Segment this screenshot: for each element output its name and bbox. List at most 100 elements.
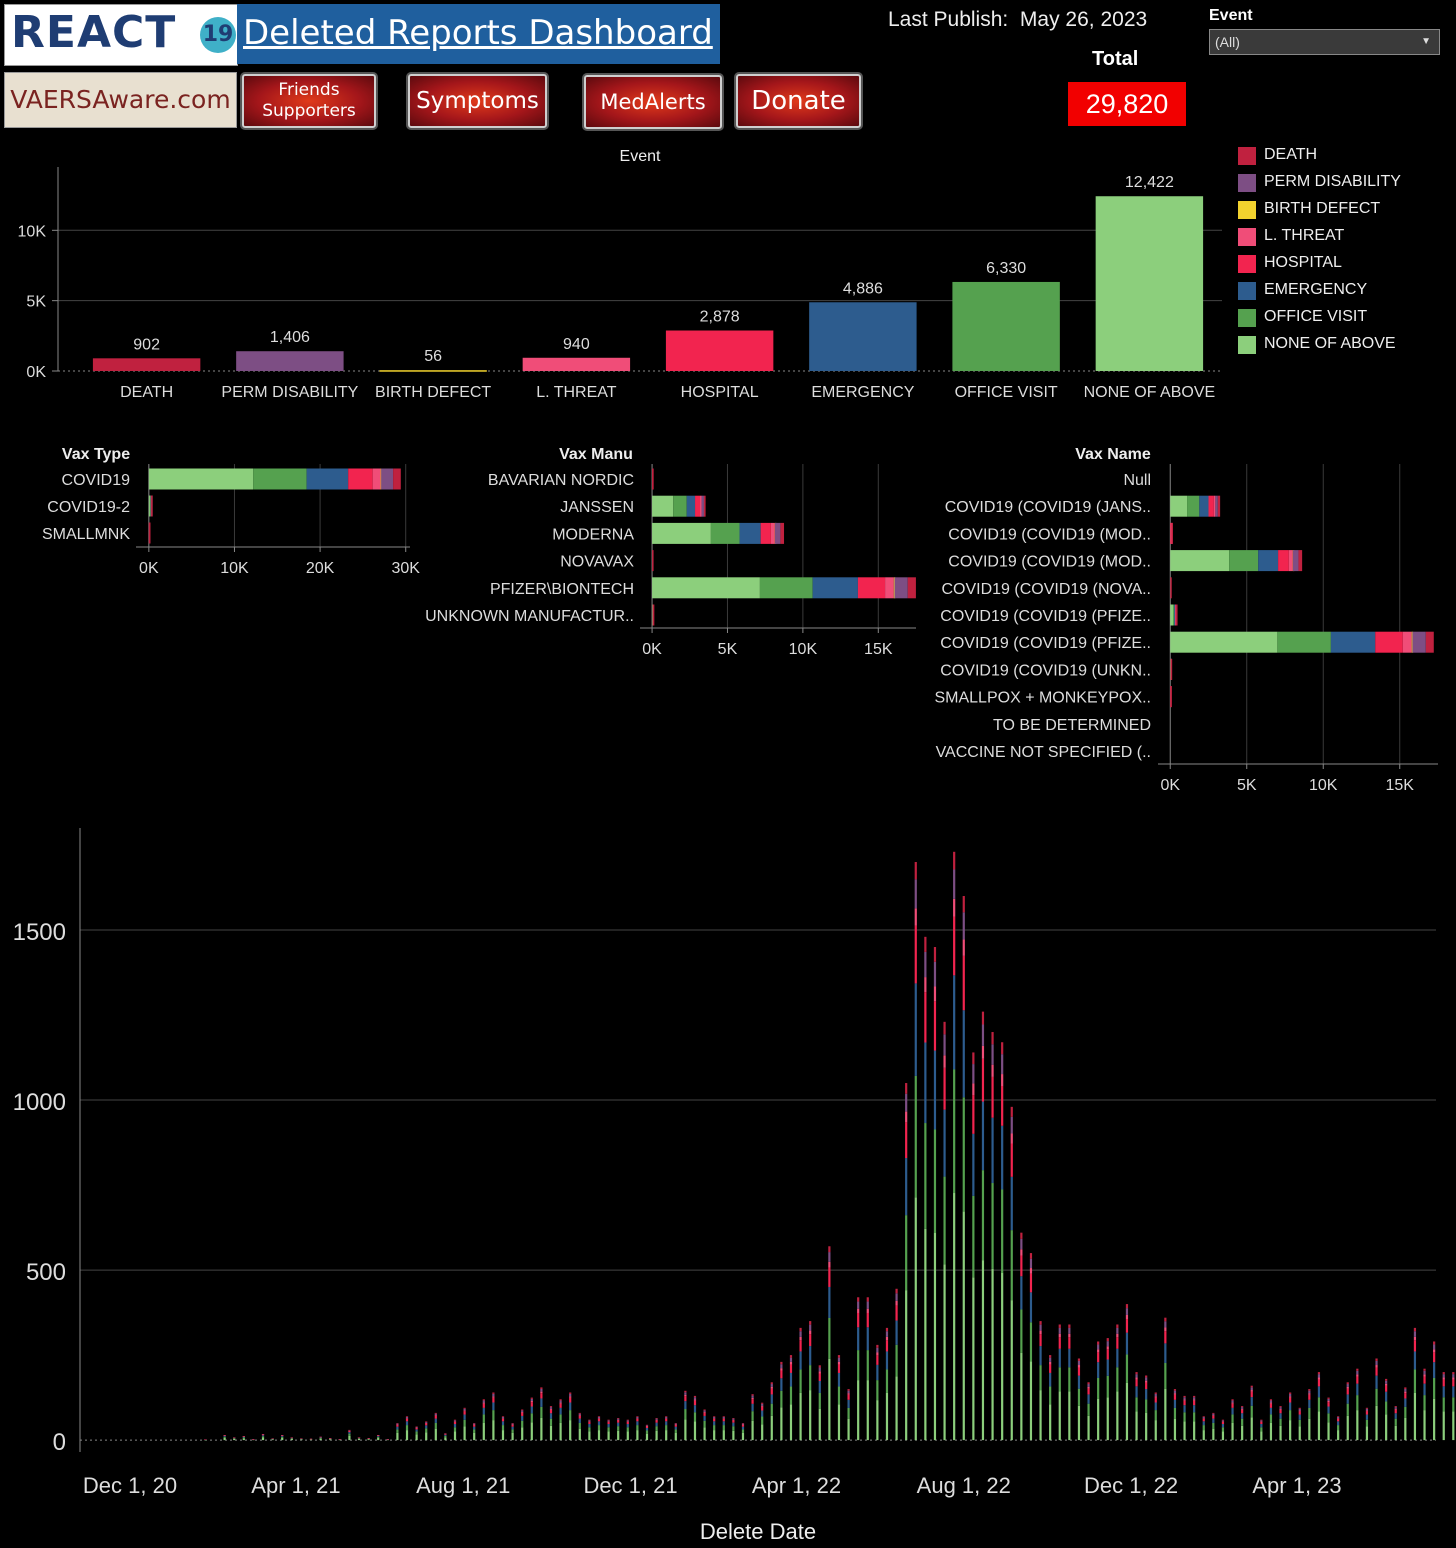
timeline-bar-segment: [770, 1382, 773, 1385]
event-bar-death: [92, 358, 201, 371]
timeline-bar-segment: [367, 1438, 370, 1440]
timeline-bar-segment: [1356, 1383, 1359, 1396]
y-tick-label: 1000: [13, 1089, 66, 1116]
timeline-bar-segment: [1029, 1292, 1033, 1323]
symptoms-button[interactable]: Symptoms: [408, 74, 547, 128]
timeline-bar-segment: [607, 1421, 610, 1424]
timeline-bar-segment: [549, 1407, 553, 1409]
bar-segment-death: [652, 550, 654, 572]
row-label: COVID19 (COVID19 (UNKN..: [940, 662, 1151, 679]
timeline-bar-segment: [1308, 1418, 1311, 1441]
timeline-bar-segment: [1145, 1389, 1148, 1400]
event-filter-select[interactable]: (All) ▼: [1209, 29, 1440, 55]
x-tick-label: EMERGENCY: [811, 384, 914, 401]
y-tick-label: 0: [53, 1429, 66, 1456]
timeline-bar-segment: [828, 1267, 831, 1287]
timeline-bar-segment: [1250, 1397, 1253, 1406]
friends-supporters-button[interactable]: Friends Supporters: [242, 74, 376, 128]
timeline-bar-segment: [549, 1409, 553, 1414]
timeline-bar-segment: [1212, 1412, 1215, 1414]
timeline-bar-segment: [1087, 1394, 1090, 1404]
timeline-bar-segment: [809, 1321, 812, 1325]
vaersaware-link[interactable]: VAERSAware.com: [4, 72, 237, 128]
timeline-bar-segment: [1337, 1418, 1340, 1419]
timeline-bar-segment: [780, 1361, 783, 1365]
timeline-bar-segment: [828, 1246, 831, 1253]
timeline-bar-segment: [492, 1397, 495, 1403]
timeline-bar-segment: [530, 1400, 533, 1403]
timeline-bar-segment: [1049, 1364, 1052, 1373]
bar-segment-death: [780, 522, 785, 544]
timeline-bar-segment: [847, 1389, 850, 1391]
timeline-bar-segment: [540, 1391, 543, 1394]
timeline-bar-segment: [300, 1438, 303, 1439]
chevron-down-icon[interactable]: ▼: [1421, 36, 1431, 47]
timeline-bar-segment: [789, 1364, 793, 1373]
timeline-bar-segment: [1087, 1403, 1090, 1416]
timeline-bar-segment: [943, 1264, 946, 1441]
timeline-bar-segment: [425, 1432, 428, 1441]
bar-segment-hospital: [695, 495, 701, 517]
timeline-bar-segment: [1221, 1419, 1225, 1421]
timeline-bar-segment: [511, 1424, 514, 1425]
timeline-bar-segment: [396, 1423, 399, 1425]
bar-segment-death: [1176, 604, 1178, 626]
timeline-bar-segment: [607, 1420, 610, 1422]
event-bar-perm-disability: [236, 351, 344, 371]
timeline-bar-segment: [1125, 1354, 1129, 1383]
timeline-bar-segment: [348, 1430, 351, 1432]
timeline-bar-segment: [933, 1233, 937, 1441]
friends-label: Friends: [278, 80, 340, 100]
timeline-bar-segment: [1221, 1431, 1225, 1441]
timeline-bar-segment: [1250, 1417, 1253, 1441]
timeline-bar-segment: [482, 1407, 485, 1415]
timeline-bar-segment: [626, 1421, 629, 1424]
timeline-bar-segment: [559, 1400, 562, 1403]
timeline-bar-segment: [1413, 1351, 1417, 1370]
timeline-bar-segment: [1308, 1393, 1311, 1395]
timeline-bar-segment: [1125, 1382, 1129, 1441]
timeline-bar-segment: [645, 1428, 649, 1431]
donate-button[interactable]: Donate: [736, 74, 861, 128]
timeline-bar-segment: [1289, 1397, 1292, 1403]
timeline-bar-segment: [1279, 1406, 1282, 1408]
timeline-bar-segment: [290, 1437, 293, 1438]
medalerts-button[interactable]: MedAlerts: [584, 75, 722, 129]
timeline-bar-segment: [367, 1438, 370, 1439]
timeline-bar-segment: [741, 1429, 745, 1433]
timeline-bar-segment: [377, 1435, 380, 1436]
timeline-bar-segment: [588, 1421, 591, 1424]
timeline-bar-segment: [597, 1416, 601, 1418]
timeline-bar-segment: [597, 1417, 601, 1419]
timeline-bar-segment: [1212, 1413, 1215, 1416]
timeline-bar-segment: [1001, 1054, 1004, 1075]
dashboard-title-link[interactable]: Deleted Reports Dashboard: [237, 4, 720, 64]
row-label: COVID19 (COVID19 (MOD..: [948, 526, 1151, 543]
row-label: COVID19-2: [47, 499, 130, 516]
timeline-bar-segment: [962, 1010, 965, 1098]
timeline-bar-segment: [204, 1439, 207, 1440]
timeline-bar-segment: [1106, 1397, 1109, 1441]
timeline-bar-segment: [1154, 1396, 1157, 1398]
timeline-bar-segment: [1365, 1426, 1369, 1441]
timeline-bar-segment: [1183, 1397, 1186, 1400]
timeline-bar-segment: [885, 1392, 889, 1441]
timeline-bar-segment: [703, 1410, 706, 1412]
timeline-bar-segment: [290, 1438, 293, 1439]
timeline-bar-segment: [924, 936, 927, 952]
timeline-bar-segment: [578, 1412, 581, 1414]
timeline-bar-segment: [943, 1055, 946, 1068]
timeline-bar-segment: [300, 1439, 303, 1441]
timeline-bar-segment: [377, 1436, 380, 1438]
timeline-bar-segment: [1221, 1427, 1225, 1432]
timeline-bar-segment: [1116, 1367, 1119, 1392]
timeline-bar-segment: [357, 1437, 361, 1439]
timeline-bar-segment: [799, 1369, 802, 1393]
timeline-bar-segment: [837, 1355, 841, 1358]
react19-logo[interactable]: REACT 19: [4, 4, 238, 66]
timeline-bar-segment: [943, 1034, 946, 1056]
timeline-bar-segment: [521, 1420, 524, 1428]
timeline-bar-segment: [1241, 1406, 1244, 1408]
timeline-bar-segment: [1193, 1397, 1196, 1400]
timeline-bar-segment: [1164, 1343, 1167, 1363]
